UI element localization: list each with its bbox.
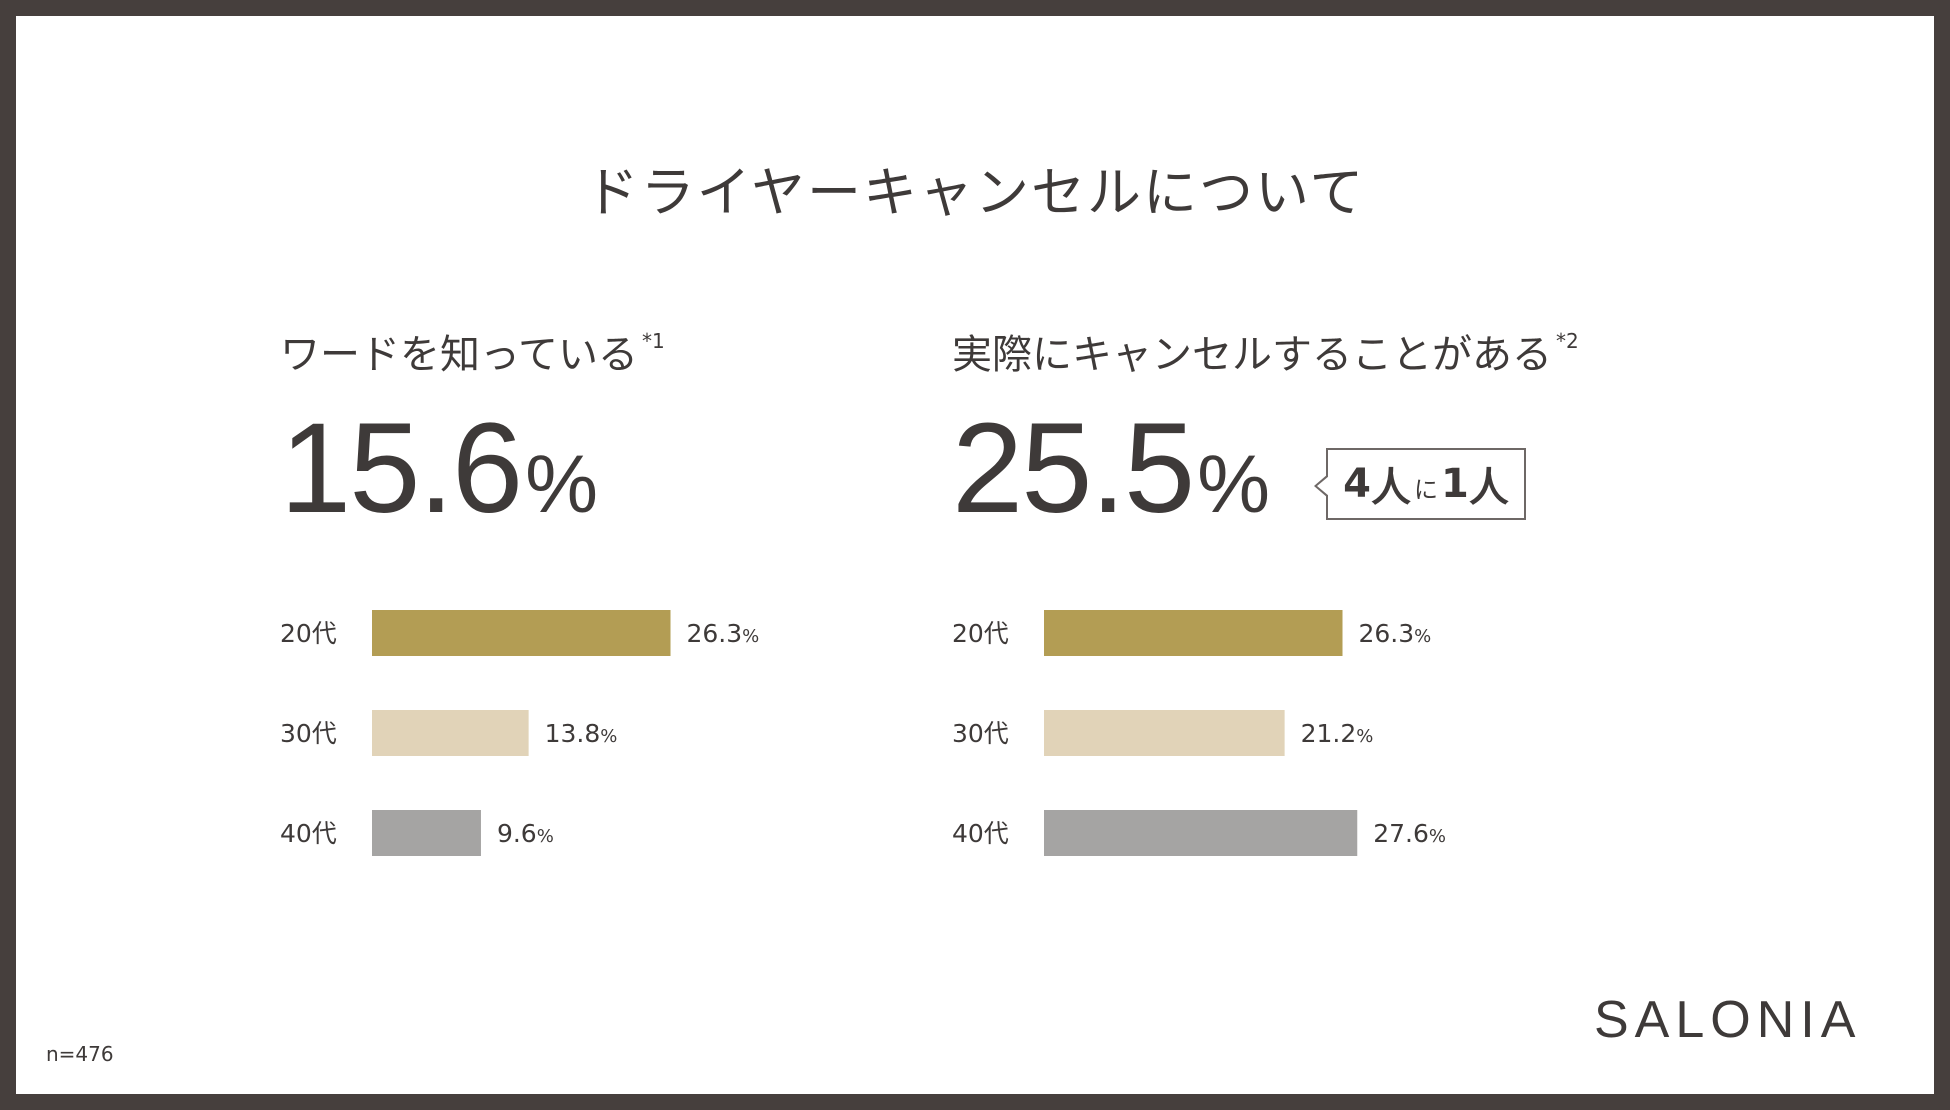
category-label: 20代 — [280, 619, 337, 648]
bar — [372, 610, 671, 656]
left-subtitle: ワードを知っている *1 — [280, 322, 665, 380]
left-note-mark: *1 — [642, 329, 665, 353]
value-label: 21.2% — [1301, 719, 1374, 748]
bar — [1044, 810, 1358, 856]
category-label: 40代 — [952, 819, 1009, 848]
right-headline: 25.5% — [952, 405, 1270, 533]
right-bar-chart-svg: 20代 26.3% 30代 21.2% 40代 27.6% — [952, 610, 1446, 856]
right-subtitle-text: 実際にキャンセルすることがある — [952, 332, 1552, 378]
slide-frame — [16, 16, 1934, 1094]
right-headline-value: 25.5 — [952, 397, 1195, 540]
bar — [1044, 610, 1343, 656]
callout-word2: 人 — [1468, 465, 1509, 511]
right-headline-unit: % — [1197, 439, 1270, 530]
left-bar-chart-svg: 20代 26.3% 30代 13.8% 40代 9.6% — [280, 610, 760, 856]
ratio-callout: 4 人 に 1 人 — [1314, 448, 1526, 520]
left-headline-unit: % — [525, 439, 598, 530]
bar — [372, 710, 529, 756]
category-label: 30代 — [280, 719, 337, 748]
bar — [1044, 710, 1285, 756]
right-subtitle: 実際にキャンセルすることがある *2 — [952, 322, 1579, 380]
value-label: 26.3% — [687, 619, 760, 648]
callout-particle: に — [1414, 475, 1438, 504]
page-title: ドライヤーキャンセルについて — [584, 161, 1366, 224]
left-subtitle-text: ワードを知っている — [280, 332, 638, 378]
callout-num1: 4 — [1343, 461, 1371, 507]
value-label: 26.3% — [1359, 619, 1432, 648]
category-label: 40代 — [280, 819, 337, 848]
category-label: 30代 — [952, 719, 1009, 748]
left-headline-value: 15.6 — [280, 397, 523, 540]
callout-word1: 人 — [1371, 465, 1411, 511]
right-note-mark: *2 — [1556, 329, 1579, 353]
right-bar-chart: 20代 26.3% 30代 21.2% 40代 27.6% — [952, 590, 1572, 890]
value-label: 13.8% — [545, 719, 618, 748]
value-label: 27.6% — [1373, 819, 1446, 848]
bar — [372, 810, 481, 856]
left-headline: 15.6% — [280, 405, 598, 533]
left-bar-chart: 20代 26.3% 30代 13.8% 40代 9.6% — [280, 590, 840, 890]
sample-size-note: n=476 — [46, 1042, 114, 1066]
category-label: 20代 — [952, 619, 1009, 648]
callout-num2: 1 — [1441, 461, 1469, 507]
brand-logo: SALONIA — [1594, 991, 1862, 1049]
value-label: 9.6% — [497, 819, 554, 848]
